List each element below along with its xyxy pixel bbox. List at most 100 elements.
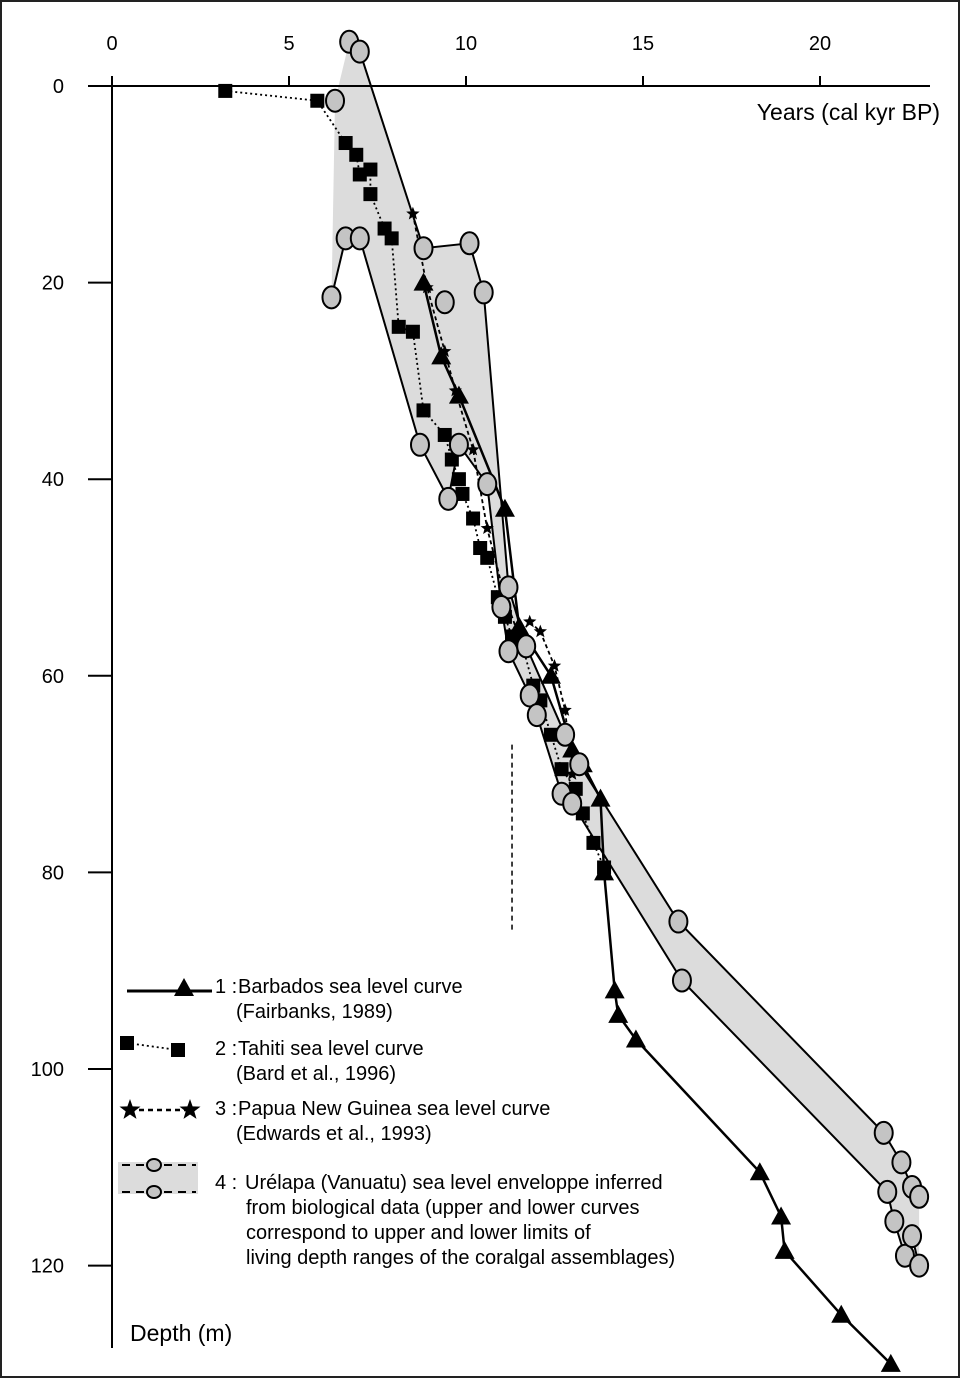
barbados-sea-level-curve-point: [494, 498, 515, 517]
legend-number: 3 :: [215, 1098, 237, 1120]
papua-new-guinea-sea-level-curve-point: [480, 521, 494, 534]
papua-new-guinea-sea-level-curve-point: [438, 344, 452, 358]
legend-label-continuation: from biological data (upper and lower cu…: [246, 1197, 640, 1219]
papua-new-guinea-sea-level-curve-point: [420, 280, 434, 294]
y-tick-label: 100: [31, 1059, 64, 1081]
x-axis-label: Years (cal kyr BP): [757, 99, 940, 125]
legend-triangle-marker: [174, 978, 194, 996]
tahiti-sea-level-curve-point: [352, 167, 367, 182]
x-tick-label: 10: [455, 33, 477, 55]
envelope-lower-point: [438, 486, 459, 511]
legend-label-continuation: (Edwards et al., 1993): [236, 1123, 432, 1145]
legend-circle-marker: [146, 1158, 162, 1172]
envelope-upper-point: [498, 575, 519, 600]
barbados-sea-level-curve-point: [604, 980, 625, 999]
y-axis-label: Depth (m): [130, 1320, 232, 1346]
legend-label: Urélapa (Vanuatu) sea level enveloppe in…: [245, 1172, 663, 1194]
envelope-lower-point: [884, 1209, 905, 1234]
envelope-fill: [331, 41, 920, 1266]
barbados-sea-level-curve-point: [625, 1029, 646, 1048]
tahiti-sea-level-curve-point: [405, 324, 420, 339]
legend-entry-1: 1 : Barbados sea level curve (Fairbanks, 1…: [127, 976, 463, 1023]
y-tick-label: 40: [42, 469, 64, 491]
envelope-lower-point: [409, 432, 430, 457]
tahiti-sea-level-curve-point: [451, 472, 466, 487]
envelope-upper-point: [473, 280, 494, 305]
envelope-lower-point: [562, 791, 583, 816]
envelope-lower-point: [526, 703, 547, 728]
barbados-sea-level-curve-point: [590, 788, 611, 807]
x-tick-label: 0: [106, 33, 117, 55]
barbados-sea-level-curve-point: [831, 1304, 852, 1323]
envelope-upper-point: [349, 39, 370, 64]
legend-entry-3: 3 : Papua New Guinea sea level curve (Edwa…: [119, 1098, 550, 1145]
tahiti-sea-level-curve-point: [363, 187, 378, 202]
tahiti-sea-level-curve-point: [480, 550, 495, 565]
envelope-upper-point: [459, 231, 480, 256]
legend-line: [126, 1042, 179, 1051]
tahiti-sea-level-curve-point: [554, 762, 569, 777]
envelope-upper-point: [413, 236, 434, 261]
tahiti-sea-level-curve-point: [310, 93, 325, 108]
envelope-lower-point: [448, 432, 469, 457]
legend-label-continuation: living depth ranges of the coralgal asse…: [246, 1247, 675, 1269]
y-tick-label: 20: [42, 273, 64, 295]
legend-label: Papua New Guinea sea level curve: [238, 1098, 550, 1120]
tahiti-sea-level-curve-point: [218, 83, 233, 98]
envelope-extra-point: [434, 290, 455, 315]
tahiti-sea-level-curve-point: [416, 403, 431, 418]
envelope-upper-point: [909, 1184, 930, 1209]
envelope-lower-point: [877, 1179, 898, 1204]
x-tick-label: 20: [809, 33, 831, 55]
tahiti-sea-level-curve-point: [586, 835, 601, 850]
envelope-extra-point: [325, 88, 346, 113]
legend-number: 1 :: [215, 976, 237, 998]
barbados-sea-level-curve-point: [749, 1162, 770, 1181]
y-tick-label: 120: [31, 1256, 64, 1278]
x-tick-label: 15: [632, 33, 654, 55]
tahiti-sea-level-curve-point: [363, 162, 378, 177]
tahiti-sea-level-curve-point: [349, 147, 364, 162]
tahiti-sea-level-curve-point: [455, 486, 470, 501]
envelope-lower-point: [321, 285, 342, 310]
papua-new-guinea-sea-level-curve-point: [523, 614, 537, 628]
legend-square-marker: [120, 1036, 134, 1050]
series-layer: [218, 29, 930, 1372]
legend-square-marker: [171, 1043, 185, 1057]
tahiti-sea-level-curve-point: [384, 231, 399, 246]
y-tick-label: 80: [42, 862, 64, 884]
legend-star-marker: [179, 1099, 201, 1119]
x-tick-label: 5: [283, 33, 294, 55]
legend-label: Tahiti sea level curve: [238, 1038, 424, 1060]
envelope-lower-point: [477, 472, 498, 497]
barbados-sea-level-curve-point: [608, 1004, 629, 1023]
envelope-lower-point: [671, 968, 692, 993]
legend-entry-2: 2 : Tahiti sea level curve (Bard et al., 1…: [120, 1036, 424, 1085]
legend: 1 : Barbados sea level curve (Fairbanks, 1…: [118, 976, 675, 1269]
envelope-layer: [330, 41, 921, 1266]
legend-label-continuation: (Bard et al., 1996): [236, 1063, 396, 1085]
tahiti-sea-level-curve-point: [466, 511, 481, 526]
tahiti-sea-level-curve-point: [597, 860, 612, 875]
envelope-lower-point: [349, 226, 370, 251]
envelope-lower-point: [491, 594, 512, 619]
envelope-upper-point: [873, 1120, 894, 1145]
envelope-lower-point: [498, 639, 519, 664]
papua-new-guinea-sea-level-curve-point: [406, 206, 420, 220]
papua-new-guinea-sea-level-curve-point: [466, 442, 480, 456]
tahiti-sea-level-curve-point: [338, 136, 353, 151]
axes-layer: 0 5 10 15 20 0 20 40 60 80 100 120: [31, 33, 930, 1348]
envelope-lower-point: [519, 683, 540, 708]
y-tick-label: 60: [42, 666, 64, 688]
legend-label: Barbados sea level curve: [238, 976, 463, 998]
envelope-upper-point: [891, 1150, 912, 1175]
y-tick-label: 0: [53, 76, 64, 98]
legend-number: 2 :: [215, 1038, 237, 1060]
legend-number: 4 :: [215, 1172, 237, 1194]
barbados-sea-level-curve-point: [880, 1353, 901, 1372]
tahiti-sea-level-curve-point: [437, 427, 452, 442]
barbados-sea-level-curve-point: [540, 665, 561, 684]
legend-label-continuation: (Fairbanks, 1989): [236, 1001, 393, 1023]
